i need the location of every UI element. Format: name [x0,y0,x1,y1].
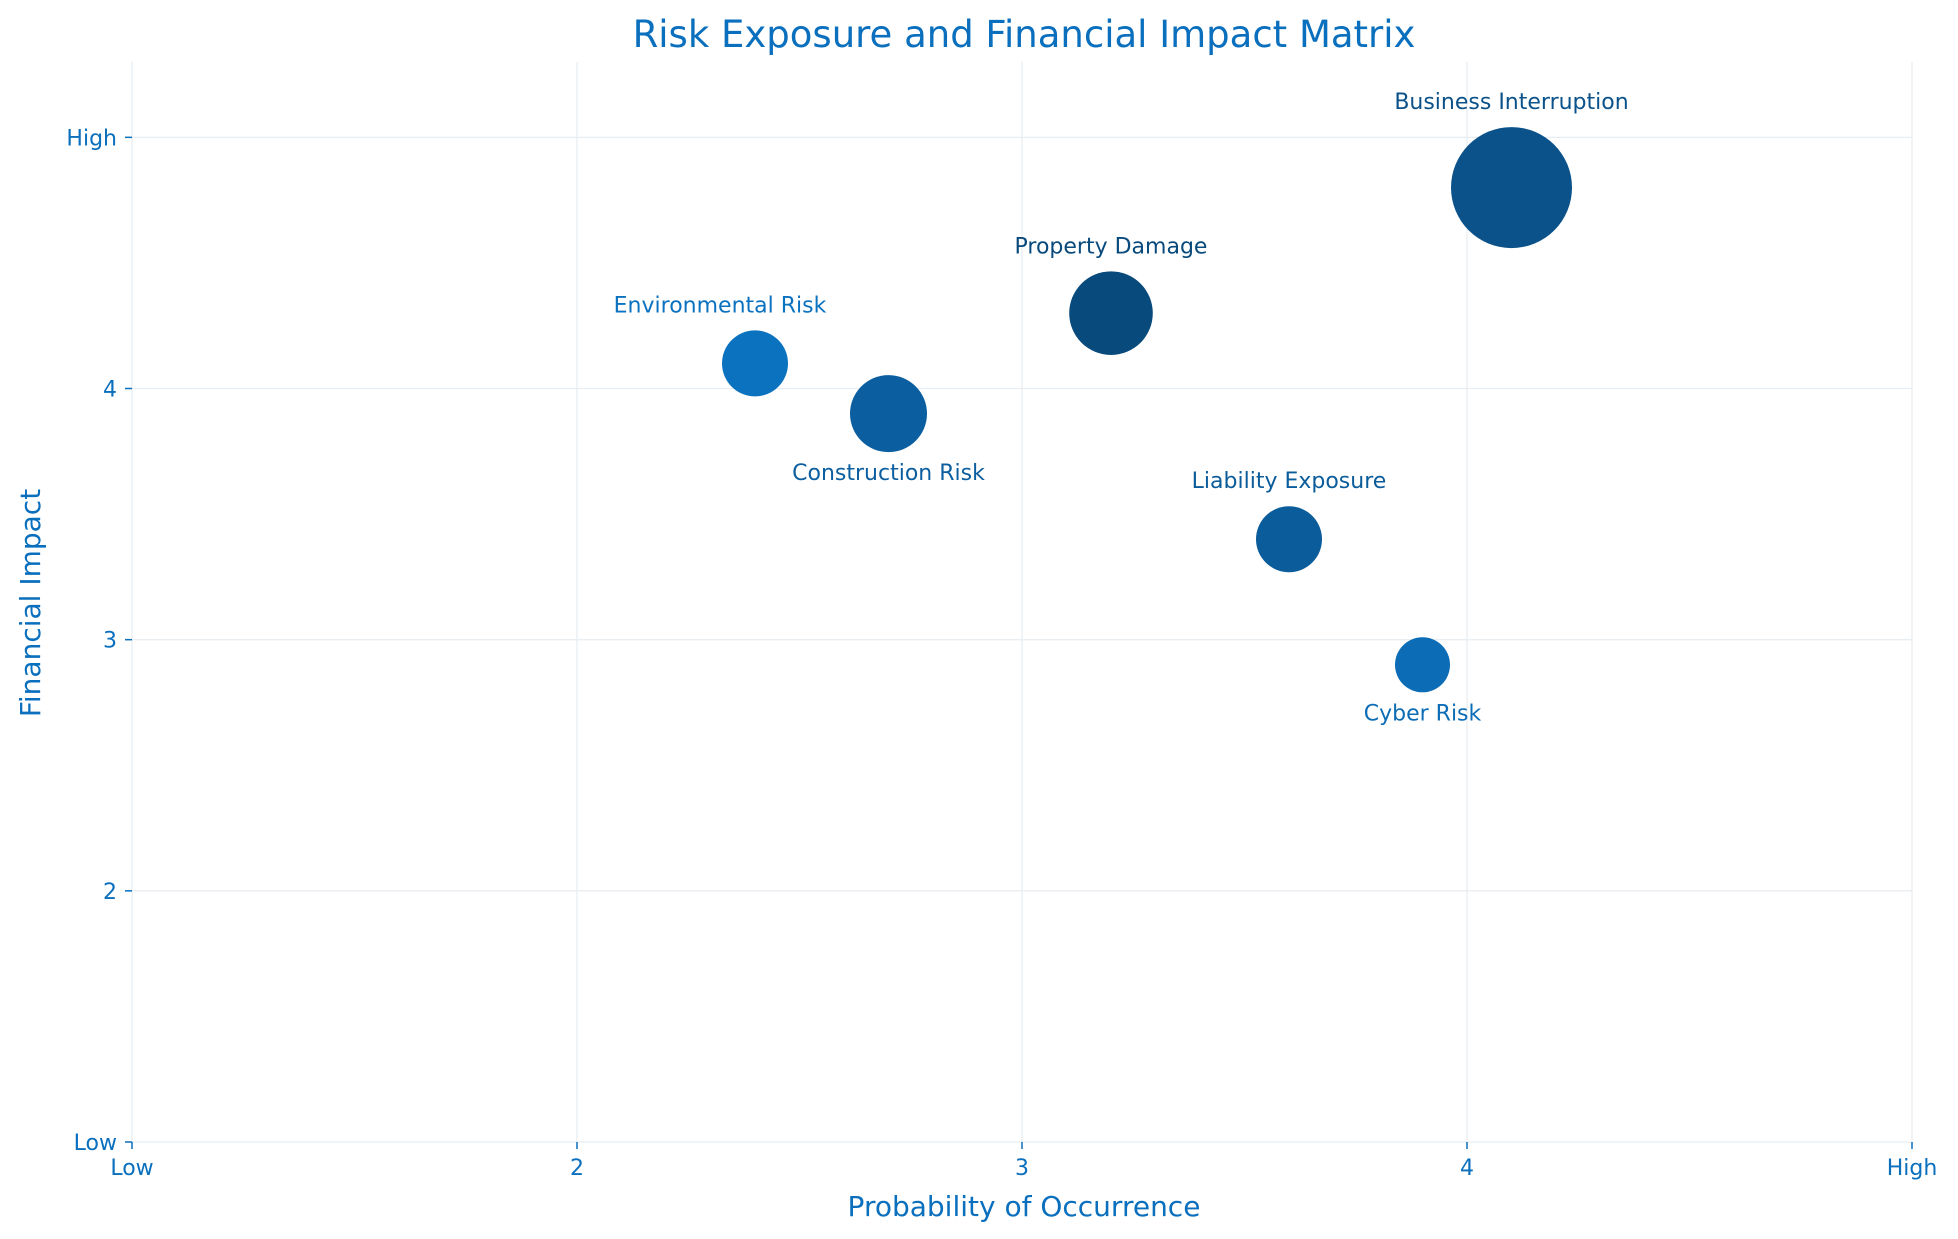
x-tick-label: 3 [1015,1156,1029,1181]
bubble-layer [722,127,1572,693]
bubble [722,330,788,397]
x-tick-label: 4 [1460,1156,1474,1181]
label-layer: Environmental Risk Construction Risk Prope… [614,90,1629,726]
bubble [850,375,927,453]
chart-title: Risk Exposure and Financial Impact Matri… [633,13,1416,56]
x-tick-label: 2 [570,1156,584,1181]
y-tick-label: Low [74,1131,117,1156]
y-tick-label: 2 [103,880,117,905]
x-tick-label: High [1887,1156,1938,1181]
bubble-label: Property Damage [1015,234,1208,259]
bubble [1256,506,1322,573]
bubble-label: Cyber Risk [1364,701,1482,726]
bubble-label: Liability Exposure [1192,469,1387,494]
bubble [1451,127,1572,249]
y-tick-label: 3 [103,629,117,654]
bubble [1395,637,1450,693]
y-axis-label: Financial Impact [14,489,47,717]
axis-layer: Low 2 3 4 High Low 2 3 4 High [66,126,1937,1181]
x-axis-label: Probability of Occurrence [848,1190,1201,1223]
bubble-label: Business Interruption [1394,90,1628,115]
y-tick-label: 4 [103,378,117,403]
y-tick-label: High [66,126,117,151]
bubble [1069,271,1153,355]
grid-layer [131,62,1913,1143]
bubble-label: Construction Risk [792,461,985,486]
x-tick-label: Low [110,1156,153,1181]
bubble-label: Environmental Risk [614,293,827,318]
